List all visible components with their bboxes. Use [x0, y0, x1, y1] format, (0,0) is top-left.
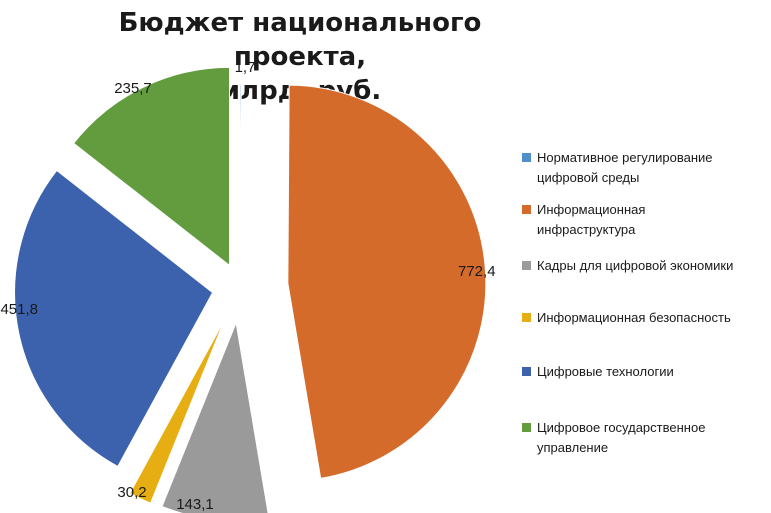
- legend-item-technologies: Цифровые технологии: [522, 362, 767, 382]
- legend-swatch: [522, 261, 531, 270]
- pie-slice-regulation: [239, 84, 242, 284]
- legend-item-regulation: Нормативное регулирование цифровой среды: [522, 148, 767, 188]
- legend-label: Цифровое государственное управление: [537, 420, 706, 455]
- legend-item-security: Информационная безопасность: [522, 308, 767, 328]
- legend-label: Информационная безопасность: [537, 310, 731, 325]
- legend-swatch: [522, 205, 531, 214]
- data-label-personnel: 143,1: [176, 496, 214, 513]
- legend-label: Нормативное регулирование цифровой среды: [537, 150, 713, 185]
- pie-slice-personnel: [161, 320, 269, 513]
- data-label-egov: 235,7: [114, 80, 152, 97]
- data-label-technologies: 451,8: [0, 301, 38, 318]
- legend-label: Кадры для цифровой экономики: [537, 258, 734, 273]
- pie-slice-security: [129, 319, 226, 504]
- legend-item-egov: Цифровое государственное управление: [522, 418, 767, 458]
- legend-swatch: [522, 153, 531, 162]
- legend-swatch: [522, 423, 531, 432]
- legend-swatch: [522, 313, 531, 322]
- pie-slice-infrastructure: [287, 84, 487, 479]
- legend-label: Цифровые технологии: [537, 364, 674, 379]
- legend-item-personnel: Кадры для цифровой экономики: [522, 256, 767, 276]
- legend-item-infrastructure: Информационная инфраструктура: [522, 200, 767, 240]
- pie-slice-egov: [72, 66, 230, 267]
- chart-title: Бюджет национального проекта, млрд. руб.: [110, 6, 490, 108]
- chart-title-line-1: Бюджет национального проекта,: [118, 8, 482, 72]
- legend-swatch: [522, 367, 531, 376]
- pie-slice-technologies: [14, 169, 214, 468]
- data-label-regulation: 1,7: [235, 59, 256, 76]
- data-label-security: 30,2: [117, 484, 146, 501]
- data-label-infrastructure: 772,4: [458, 263, 496, 280]
- legend-label: Информационная инфраструктура: [537, 202, 646, 237]
